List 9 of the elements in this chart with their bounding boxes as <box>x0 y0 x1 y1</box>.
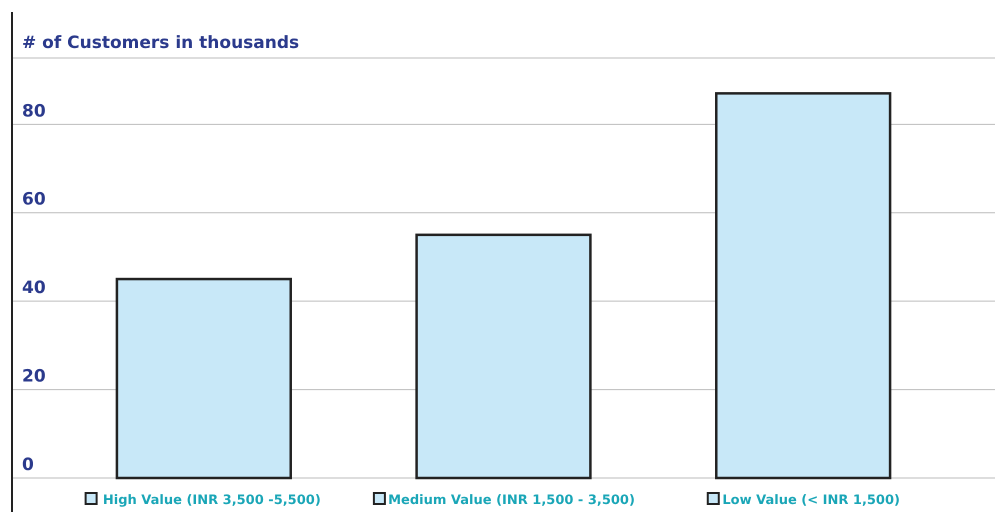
x-tick-label: Low Value (< INR 1,500) <box>722 493 900 508</box>
y-tick-label: 80 <box>22 101 46 122</box>
x-tick-label: High Value (INR 3,500 -5,500) <box>102 493 321 508</box>
y-tick-label: 60 <box>22 190 46 210</box>
y-tick-label: 20 <box>22 366 46 387</box>
y-tick-label: 0 <box>22 455 34 475</box>
y-tick-label: 40 <box>22 278 46 298</box>
x-tick-label: Medium Value (INR 1,500 - 3,500) <box>388 493 635 508</box>
y-axis-title: # of Customers in thousands <box>22 33 300 53</box>
